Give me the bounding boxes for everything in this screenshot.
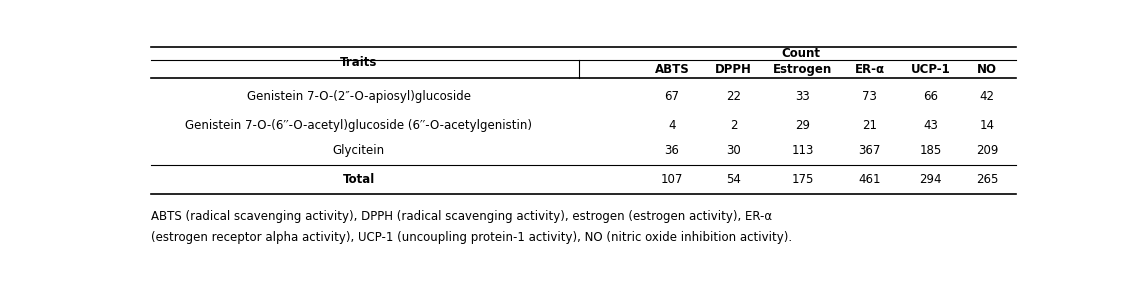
Text: 42: 42: [980, 90, 994, 103]
Text: 33: 33: [795, 90, 810, 103]
Text: 67: 67: [664, 90, 680, 103]
Text: 30: 30: [727, 144, 741, 157]
Text: Genistein 7-O-(2″-O-apiosyl)glucoside: Genistein 7-O-(2″-O-apiosyl)glucoside: [247, 90, 470, 103]
Text: Traits: Traits: [339, 56, 377, 69]
Text: 43: 43: [924, 119, 939, 132]
Text: ABTS: ABTS: [655, 63, 689, 76]
Text: 367: 367: [859, 144, 880, 157]
Text: 175: 175: [792, 173, 814, 186]
Text: 36: 36: [664, 144, 680, 157]
Text: Total: Total: [343, 173, 375, 186]
Text: DPPH: DPPH: [715, 63, 752, 76]
Text: 29: 29: [795, 119, 810, 132]
Text: UCP-1: UCP-1: [911, 63, 951, 76]
Text: 66: 66: [923, 90, 939, 103]
Text: (estrogen receptor alpha activity), UCP-1 (uncoupling protein-1 activity), NO (n: (estrogen receptor alpha activity), UCP-…: [151, 231, 793, 244]
Text: 22: 22: [727, 90, 741, 103]
Text: NO: NO: [977, 63, 997, 76]
Text: Estrogen: Estrogen: [773, 63, 833, 76]
Text: 21: 21: [862, 119, 877, 132]
Text: Genistein 7-O-(6′′-O-acetyl)glucoside (6′′-O-acetylgenistin): Genistein 7-O-(6′′-O-acetyl)glucoside (6…: [186, 119, 532, 132]
Text: 209: 209: [976, 144, 998, 157]
Text: 54: 54: [727, 173, 741, 186]
Text: 107: 107: [661, 173, 683, 186]
Text: 73: 73: [862, 90, 877, 103]
Text: 4: 4: [669, 119, 675, 132]
Text: 265: 265: [976, 173, 998, 186]
Text: 461: 461: [859, 173, 880, 186]
Text: 14: 14: [980, 119, 994, 132]
Text: Count: Count: [781, 47, 820, 60]
Text: ABTS (radical scavenging activity), DPPH (radical scavenging activity), estrogen: ABTS (radical scavenging activity), DPPH…: [151, 210, 772, 223]
Text: 294: 294: [919, 173, 942, 186]
Text: Glycitein: Glycitein: [333, 144, 385, 157]
Text: 113: 113: [792, 144, 814, 157]
Text: ER-α: ER-α: [854, 63, 885, 76]
Text: 185: 185: [919, 144, 942, 157]
Text: 2: 2: [730, 119, 738, 132]
